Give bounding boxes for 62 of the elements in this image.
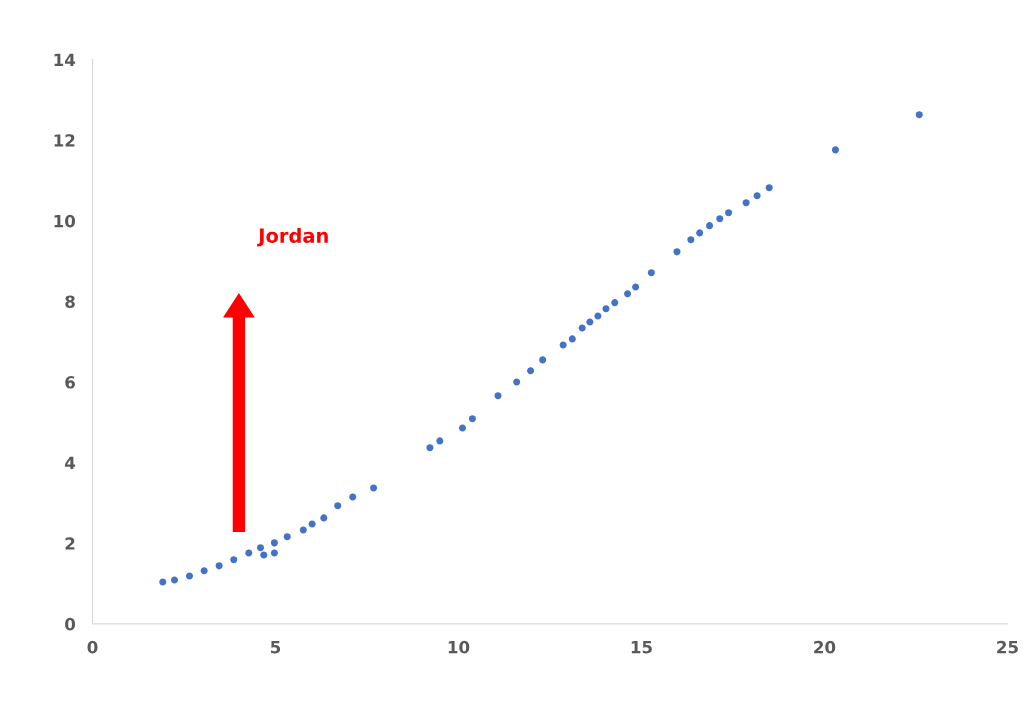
y-tick-label: 0: [65, 617, 76, 631]
point: [673, 248, 681, 256]
point: [256, 544, 265, 552]
point: [436, 437, 444, 445]
point: [586, 318, 594, 326]
point: [578, 324, 586, 332]
point: [200, 567, 208, 575]
point: [594, 312, 602, 320]
point: [696, 229, 704, 237]
y-tick-label: 4: [65, 456, 76, 469]
point: [215, 562, 223, 570]
point: [765, 184, 773, 192]
x-tick-label: 25: [997, 640, 1018, 654]
y-tick-label: 10: [54, 214, 76, 228]
point: [170, 576, 179, 584]
point: [494, 392, 502, 400]
point: [687, 236, 695, 244]
x-tick-label: 15: [631, 641, 652, 654]
point: [513, 378, 521, 386]
point: [370, 484, 378, 492]
point: [742, 199, 750, 207]
x-tick-label: 10: [448, 640, 470, 654]
point: [349, 493, 357, 501]
point: [334, 502, 342, 510]
point: [270, 539, 278, 547]
point: [426, 444, 434, 452]
point: [753, 192, 761, 200]
point: [458, 424, 467, 432]
point: [716, 215, 724, 223]
point: [706, 222, 714, 230]
point: [299, 526, 307, 534]
annotation: Jordan: [257, 227, 328, 247]
point: [539, 356, 547, 364]
point: [468, 415, 476, 423]
y-tick-label: 6: [65, 376, 75, 389]
point: [270, 549, 278, 557]
point: [283, 533, 291, 541]
point: [159, 578, 167, 586]
point: [602, 305, 610, 313]
point: [831, 146, 839, 154]
point: [915, 111, 923, 119]
point: [320, 514, 328, 522]
y-tick-label: 2: [65, 537, 75, 550]
point: [632, 283, 640, 291]
point: [308, 520, 316, 528]
point: [568, 335, 576, 343]
point: [559, 341, 567, 349]
point: [230, 556, 238, 564]
point: [527, 367, 535, 375]
y-tick-label: 12: [54, 134, 75, 147]
point: [245, 549, 253, 557]
point: [647, 269, 655, 277]
x-tick-label: 0: [87, 640, 98, 654]
y-tick-label: 14: [54, 53, 76, 66]
point: [185, 572, 194, 580]
point: [611, 299, 619, 307]
x-tick-label: 5: [270, 641, 281, 654]
point: [725, 209, 733, 217]
x-tick-label: 20: [814, 640, 836, 654]
point: [260, 551, 268, 559]
y-tick-label: 8: [65, 295, 75, 308]
point: [624, 290, 632, 298]
